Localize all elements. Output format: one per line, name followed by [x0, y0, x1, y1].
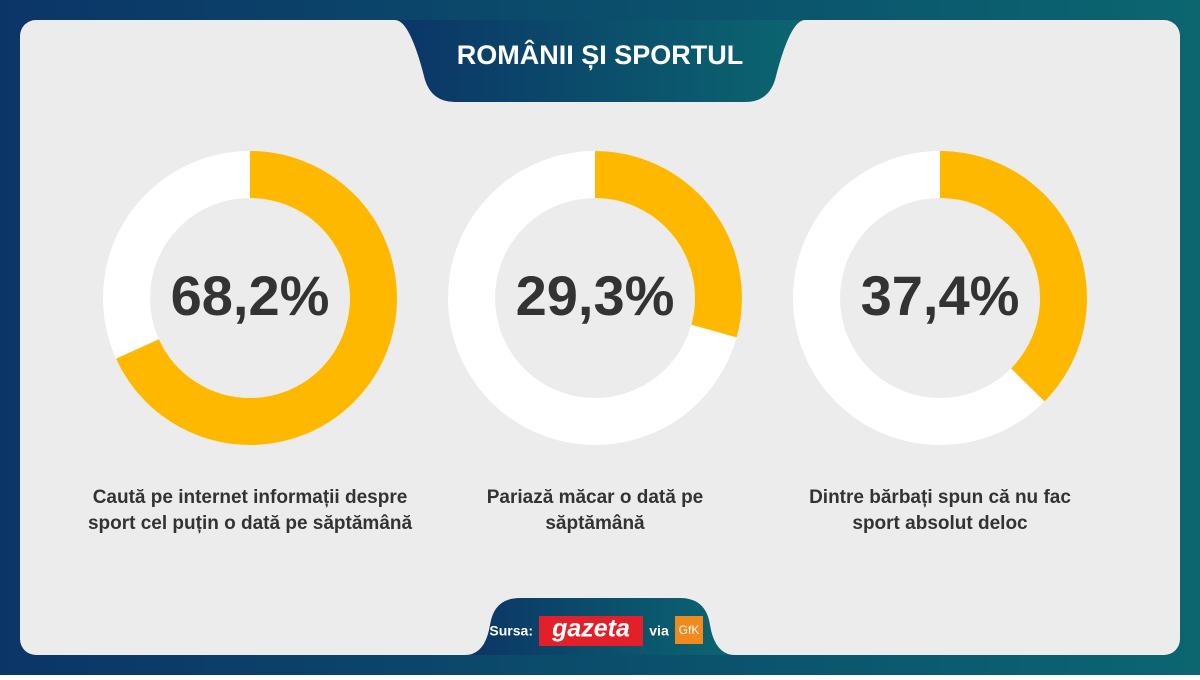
donut-arc — [103, 151, 397, 445]
value-label: 29,3% — [516, 264, 675, 327]
via: via — [649, 623, 669, 639]
caption: sport cel puțin o dată pe săptămână — [88, 513, 413, 534]
publisher-logo — [539, 616, 643, 646]
donut-hole — [152, 200, 348, 396]
caption: săptămână — [545, 513, 645, 534]
charts: 68,2% Caută pe internet informații despre… — [88, 151, 1087, 534]
partner: GfK — [679, 623, 700, 637]
caption: Pariază măcar o dată pe — [487, 487, 704, 508]
donut-hole — [497, 200, 693, 396]
donut-arc — [448, 151, 742, 445]
caption: sport absolut deloc — [852, 513, 1028, 534]
title-tab — [395, 20, 805, 102]
publisher: gazeta — [551, 615, 630, 643]
value-label: 37,4% — [861, 264, 1020, 327]
donut-arc — [793, 151, 1087, 445]
caption: Caută pe internet informații despre — [93, 487, 408, 508]
partner-logo — [675, 616, 703, 644]
source-label: Sursa: — [489, 623, 533, 639]
value-label: 68,2% — [171, 264, 330, 327]
title: ROMÂNII ȘI SPORTUL — [457, 39, 744, 70]
caption: Dintre bărbați spun că nu fac — [809, 487, 1071, 508]
donut-hole — [842, 200, 1038, 396]
